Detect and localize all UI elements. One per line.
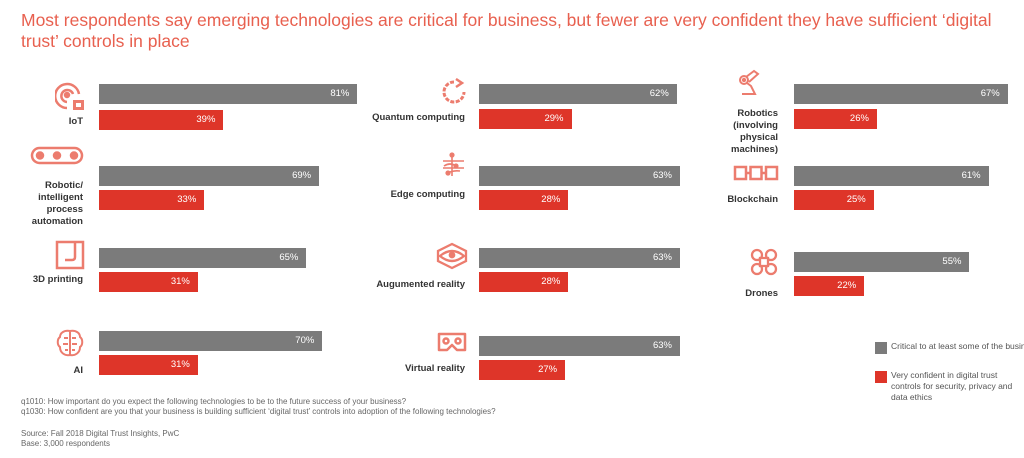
base-note: Base: 3,000 respondents bbox=[21, 439, 110, 448]
bar-critical-robotic-intelligent-process-automation: 69% bbox=[99, 166, 320, 186]
category-label-robotic-intelligent-process-automation: Robotic/ intelligent process automation bbox=[31, 180, 83, 227]
value-label: 29% bbox=[544, 113, 564, 124]
value-label: 61% bbox=[961, 170, 981, 181]
bar-critical-blockchain: 61% bbox=[794, 166, 989, 186]
value-label: 63% bbox=[652, 170, 672, 181]
conveyor-icon bbox=[30, 146, 84, 171]
bar-confident-augumented-reality: 28% bbox=[479, 272, 569, 292]
value-label: 70% bbox=[295, 335, 315, 346]
value-label: 69% bbox=[292, 170, 312, 181]
value-label: 22% bbox=[837, 280, 857, 291]
robot-arm-icon bbox=[737, 68, 763, 101]
bar-confident-edge-computing: 28% bbox=[479, 190, 569, 210]
category-label-3d-printing: 3D printing bbox=[32, 274, 83, 285]
bar-critical-virtual-reality: 63% bbox=[479, 336, 680, 356]
note-q1010: q1010: How important do you expect the f… bbox=[21, 397, 407, 406]
category-label-augumented-reality: Augumented reality bbox=[376, 279, 465, 290]
value-label: 63% bbox=[652, 340, 672, 351]
bar-confident-iot: 39% bbox=[99, 110, 224, 130]
value-label: 31% bbox=[170, 276, 190, 287]
bar-confident-virtual-reality: 27% bbox=[479, 360, 566, 380]
category-label-drones: Drones bbox=[745, 288, 778, 299]
brain-icon bbox=[55, 328, 85, 363]
bar-confident-robotics-involving-physical-machines: 26% bbox=[794, 109, 877, 129]
drone-icon bbox=[750, 248, 778, 281]
bar-confident-quantum-computing: 29% bbox=[479, 109, 572, 129]
legend-swatch-confident bbox=[875, 371, 887, 383]
category-label-blockchain: Blockchain bbox=[727, 194, 778, 205]
bar-critical-3d-printing: 65% bbox=[99, 248, 307, 268]
category-label-quantum-computing: Quantum computing bbox=[372, 112, 465, 123]
legend-label-critical: Critical to at least some of the busines… bbox=[891, 341, 1024, 351]
iot-icon bbox=[53, 82, 87, 117]
value-label: 28% bbox=[541, 194, 561, 205]
bar-critical-edge-computing: 63% bbox=[479, 166, 680, 186]
value-label: 62% bbox=[649, 88, 669, 99]
value-label: 63% bbox=[652, 252, 672, 263]
value-label: 33% bbox=[177, 194, 197, 205]
blockchain-icon bbox=[733, 165, 779, 186]
category-label-ai: AI bbox=[73, 365, 84, 376]
value-label: 65% bbox=[279, 252, 299, 263]
value-label: 39% bbox=[196, 114, 216, 125]
bar-critical-robotics-involving-physical-machines: 67% bbox=[794, 84, 1008, 104]
legend-swatch-critical bbox=[875, 342, 887, 354]
value-label: 27% bbox=[538, 364, 558, 375]
value-label: 31% bbox=[170, 359, 190, 370]
vr-headset-icon bbox=[436, 330, 468, 361]
category-label-robotics-involving-physical-machines: Robotics (involving physical machines) bbox=[731, 108, 778, 155]
bar-confident-3d-printing: 31% bbox=[99, 272, 198, 292]
value-label: 25% bbox=[846, 194, 866, 205]
quantum-icon bbox=[440, 77, 468, 111]
bar-confident-drones: 22% bbox=[794, 276, 865, 296]
value-label: 55% bbox=[942, 256, 962, 267]
value-label: 81% bbox=[330, 88, 350, 99]
legend-label-confident: Very confident in digital trust controls… bbox=[891, 370, 1013, 402]
ar-headset-icon bbox=[436, 242, 468, 275]
source-note: Source: Fall 2018 Digital Trust Insights… bbox=[21, 429, 180, 438]
note-q1030: q1030: How confident are you that your b… bbox=[21, 407, 496, 416]
value-label: 26% bbox=[849, 113, 869, 124]
circuit-icon bbox=[440, 152, 466, 183]
bar-confident-blockchain: 25% bbox=[794, 190, 874, 210]
value-label: 67% bbox=[980, 88, 1000, 99]
chart-title: Most respondents say emerging technologi… bbox=[21, 10, 992, 51]
bar-critical-ai: 70% bbox=[99, 331, 323, 351]
category-label-iot: IoT bbox=[68, 116, 83, 127]
bar-critical-augumented-reality: 63% bbox=[479, 248, 680, 268]
bar-confident-robotic-intelligent-process-automation: 33% bbox=[99, 190, 205, 210]
category-label-virtual-reality: Virtual reality bbox=[404, 363, 465, 374]
bar-confident-ai: 31% bbox=[99, 355, 198, 375]
category-label-edge-computing: Edge computing bbox=[390, 189, 465, 200]
3d-printer-icon bbox=[55, 240, 85, 275]
bar-critical-drones: 55% bbox=[794, 252, 970, 272]
bar-critical-quantum-computing: 62% bbox=[479, 84, 677, 104]
value-label: 28% bbox=[541, 276, 561, 287]
bar-critical-iot: 81% bbox=[99, 84, 358, 104]
